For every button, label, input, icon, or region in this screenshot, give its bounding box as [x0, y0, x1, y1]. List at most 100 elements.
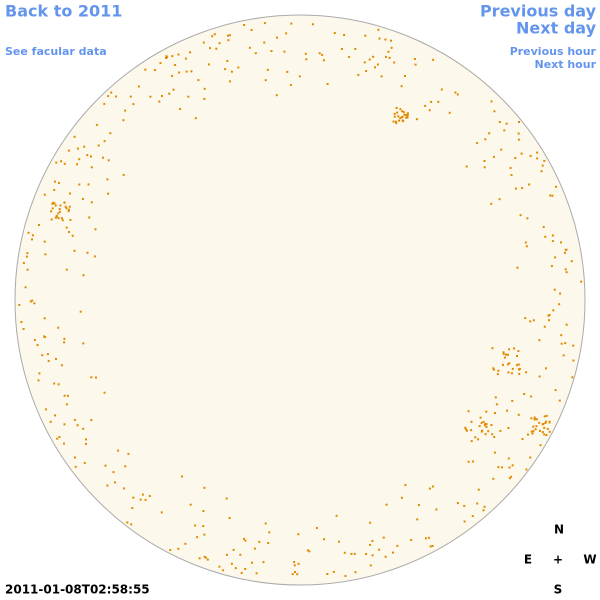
facula: [158, 100, 161, 103]
facula: [514, 187, 517, 190]
facula: [525, 245, 528, 248]
facula: [232, 548, 235, 551]
facula: [93, 255, 96, 258]
facula: [189, 503, 192, 506]
facula: [560, 342, 563, 345]
facula: [494, 396, 497, 399]
facula: [144, 498, 147, 501]
facula: [550, 265, 553, 268]
facula: [60, 217, 63, 220]
facula: [33, 302, 36, 305]
facula: [555, 185, 557, 188]
facula: [502, 351, 505, 354]
facula: [467, 410, 470, 413]
facula: [60, 160, 63, 163]
facula: [368, 58, 371, 61]
facula: [267, 542, 270, 544]
facula: [31, 299, 34, 302]
facula: [22, 328, 25, 330]
facula: [363, 61, 366, 64]
facula: [55, 161, 58, 164]
facula: [107, 159, 110, 162]
facula: [485, 426, 488, 428]
facula: [169, 549, 172, 551]
facula: [506, 363, 509, 366]
facula: [382, 536, 385, 539]
facula: [388, 56, 391, 59]
facula: [304, 52, 307, 55]
facula: [548, 430, 551, 433]
facula: [340, 48, 343, 50]
facula: [551, 240, 554, 243]
facula: [491, 347, 494, 350]
facula: [276, 36, 278, 39]
facula: [82, 342, 85, 345]
facula: [56, 437, 59, 440]
facula: [250, 29, 253, 31]
facula: [385, 503, 388, 506]
facula: [65, 226, 68, 229]
facula: [521, 438, 524, 440]
facula: [565, 271, 568, 274]
facula: [385, 55, 387, 58]
facula: [59, 204, 62, 207]
facula: [263, 22, 266, 25]
facula: [45, 408, 47, 411]
facula: [565, 323, 568, 326]
facula: [165, 57, 167, 59]
facula: [174, 64, 177, 66]
facula: [149, 95, 152, 98]
facula: [190, 70, 193, 73]
facula: [306, 549, 309, 552]
next-hour-link[interactable]: Next hour: [535, 58, 597, 71]
facula: [63, 201, 66, 204]
facula: [63, 442, 65, 445]
facula: [171, 55, 174, 58]
back-link[interactable]: Back to 2011: [5, 2, 122, 21]
facula: [87, 183, 90, 186]
facula: [511, 367, 514, 370]
facula: [65, 403, 68, 406]
facula: [507, 353, 509, 356]
facula: [137, 85, 140, 88]
facula: [58, 208, 61, 210]
facula: [464, 426, 467, 429]
facula: [227, 34, 229, 37]
facula: [511, 464, 514, 467]
facula: [50, 218, 53, 221]
facula: [332, 570, 335, 573]
facula: [357, 73, 360, 76]
facula: [160, 511, 163, 514]
facula: [465, 165, 468, 168]
facula: [542, 226, 545, 228]
facula: [524, 317, 527, 320]
facula: [428, 487, 431, 490]
facula: [495, 403, 498, 406]
previous-day-link[interactable]: Previous day: [480, 2, 597, 21]
facula: [484, 138, 487, 141]
facula: [47, 359, 50, 362]
facula: [31, 238, 33, 241]
facula: [290, 22, 293, 25]
facula: [64, 205, 67, 208]
facula: [517, 363, 520, 366]
facula: [440, 88, 443, 91]
facula: [509, 167, 512, 169]
facula: [513, 347, 515, 350]
facula: [82, 197, 84, 200]
facula: [508, 348, 511, 351]
facular-link[interactable]: See facular data: [5, 45, 107, 58]
facula: [406, 116, 409, 119]
facula: [85, 438, 87, 441]
next-day-link[interactable]: Next day: [516, 19, 597, 38]
facula: [517, 413, 520, 416]
facula: [548, 420, 551, 423]
facula: [177, 53, 180, 56]
facula: [497, 466, 500, 469]
facula: [53, 382, 56, 385]
facula: [404, 484, 407, 487]
facula: [326, 83, 329, 85]
facula: [410, 539, 413, 541]
facula: [132, 496, 135, 499]
previous-hour-link[interactable]: Previous hour: [510, 45, 597, 58]
